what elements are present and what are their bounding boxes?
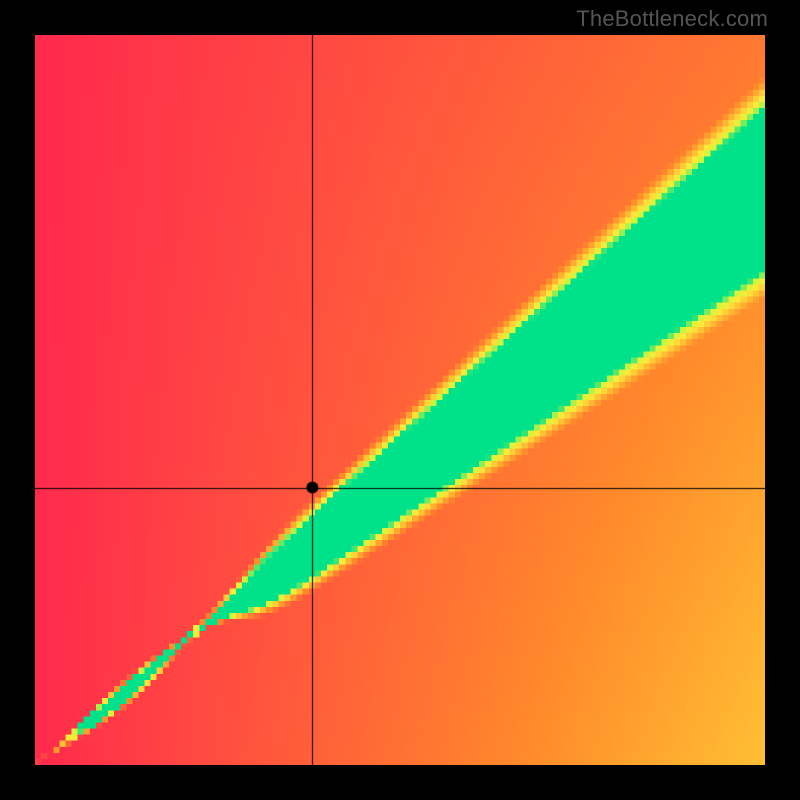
watermark-text: TheBottleneck.com <box>576 6 768 32</box>
crosshair-overlay <box>35 35 765 765</box>
chart-container: TheBottleneck.com <box>0 0 800 800</box>
